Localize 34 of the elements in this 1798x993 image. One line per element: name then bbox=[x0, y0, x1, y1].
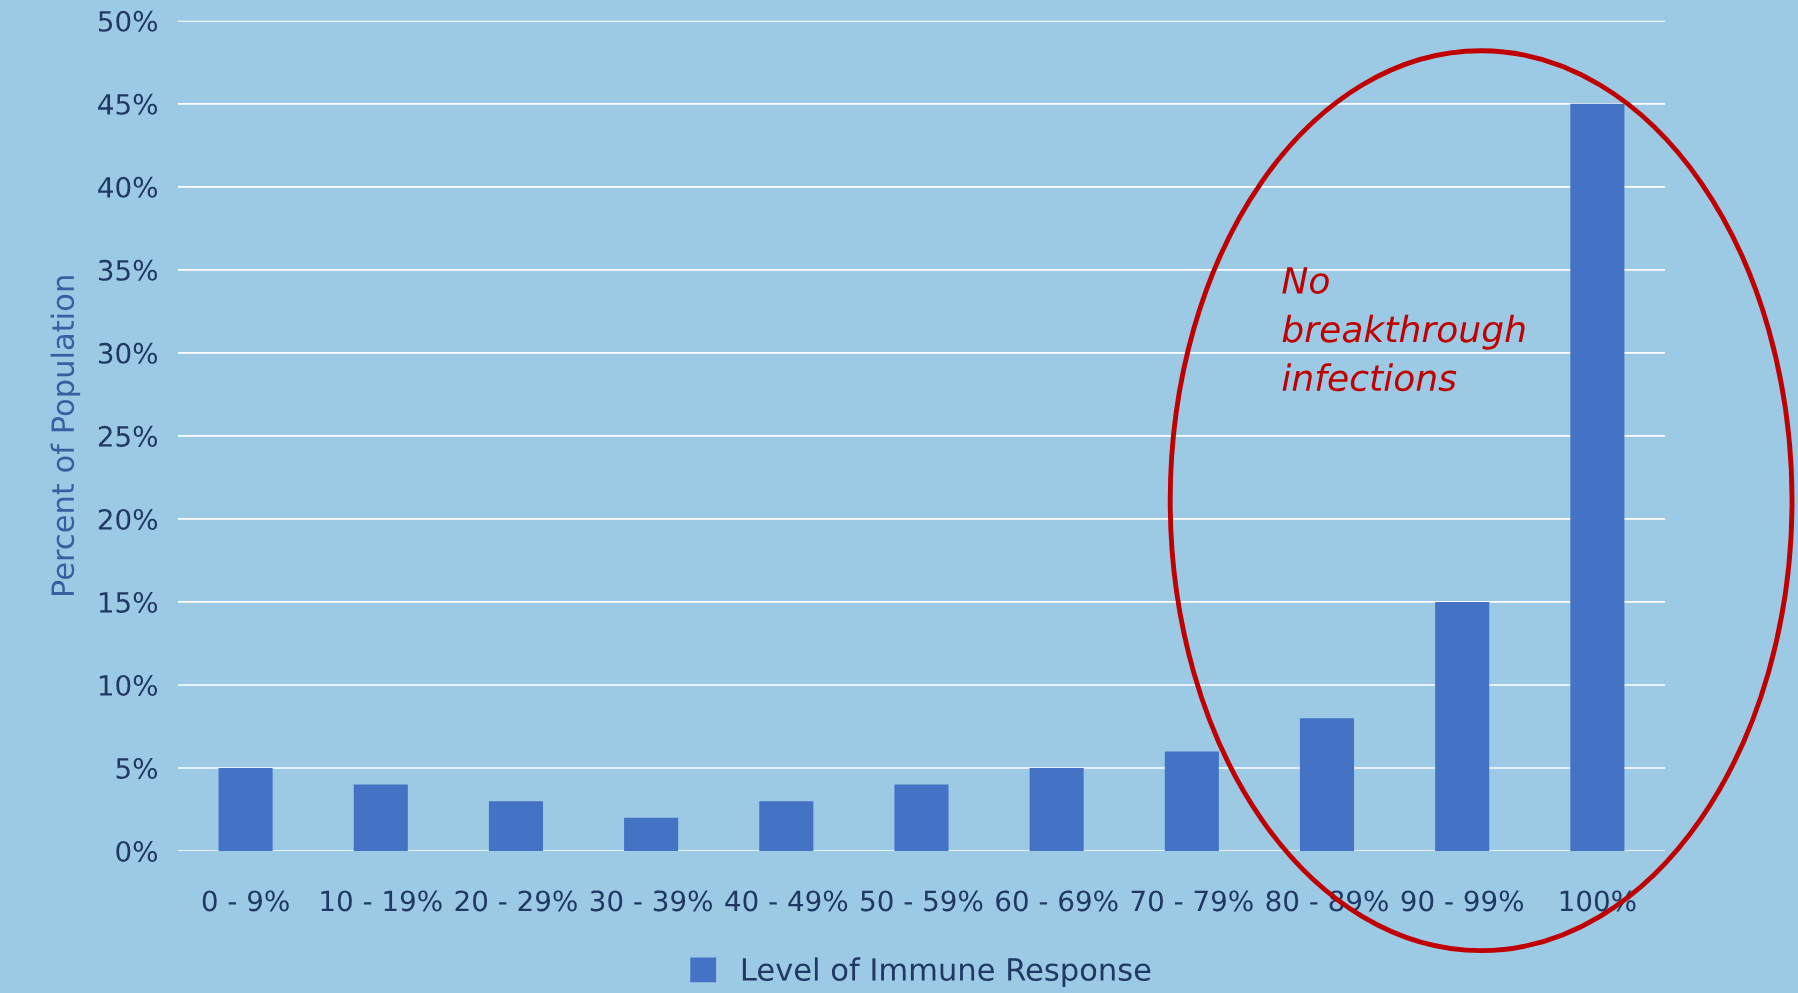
x-tick-label: 60 - 69% bbox=[996, 890, 1118, 912]
bar bbox=[218, 767, 273, 851]
y-tick-label: 10% bbox=[99, 674, 158, 696]
y-tick-label: 50% bbox=[98, 10, 158, 32]
y-tick-label: 20% bbox=[98, 508, 158, 530]
y-tick-label: 0% bbox=[116, 840, 158, 862]
bar bbox=[488, 801, 543, 851]
y-tick-label: 45% bbox=[98, 93, 158, 115]
y-tick-label: 30% bbox=[98, 342, 158, 364]
x-tick-label: 50 - 59% bbox=[861, 890, 983, 912]
y-tick-label: 25% bbox=[98, 425, 158, 447]
y-tick-label: 40% bbox=[98, 176, 158, 198]
x-tick-label: 10 - 19% bbox=[321, 890, 442, 912]
x-tick-label: 0 - 9% bbox=[202, 890, 289, 912]
y-tick-label: 35% bbox=[98, 259, 158, 281]
bar bbox=[1164, 751, 1219, 851]
x-tick-label: 20 - 29% bbox=[455, 890, 577, 912]
bar bbox=[1029, 767, 1084, 851]
bar bbox=[353, 784, 408, 851]
x-tick-label: 40 - 49% bbox=[725, 890, 848, 912]
x-tick-label: 90 - 99% bbox=[1401, 890, 1524, 912]
bar bbox=[1435, 601, 1490, 851]
legend-label: Level of Immune Response bbox=[742, 957, 1151, 987]
y-tick-label: 15% bbox=[99, 591, 158, 613]
y-tick-label: 5% bbox=[116, 757, 158, 779]
y-axis-title: Percent of Population bbox=[50, 276, 81, 596]
annotation: No breakthrough infections bbox=[1282, 267, 1525, 392]
x-tick-label: 30 - 39% bbox=[590, 890, 712, 912]
bar bbox=[759, 801, 814, 851]
bar bbox=[1299, 718, 1355, 851]
x-tick-label: 70 - 79% bbox=[1131, 890, 1253, 912]
bar bbox=[894, 784, 949, 851]
bar bbox=[1570, 103, 1625, 851]
bar bbox=[624, 817, 679, 851]
